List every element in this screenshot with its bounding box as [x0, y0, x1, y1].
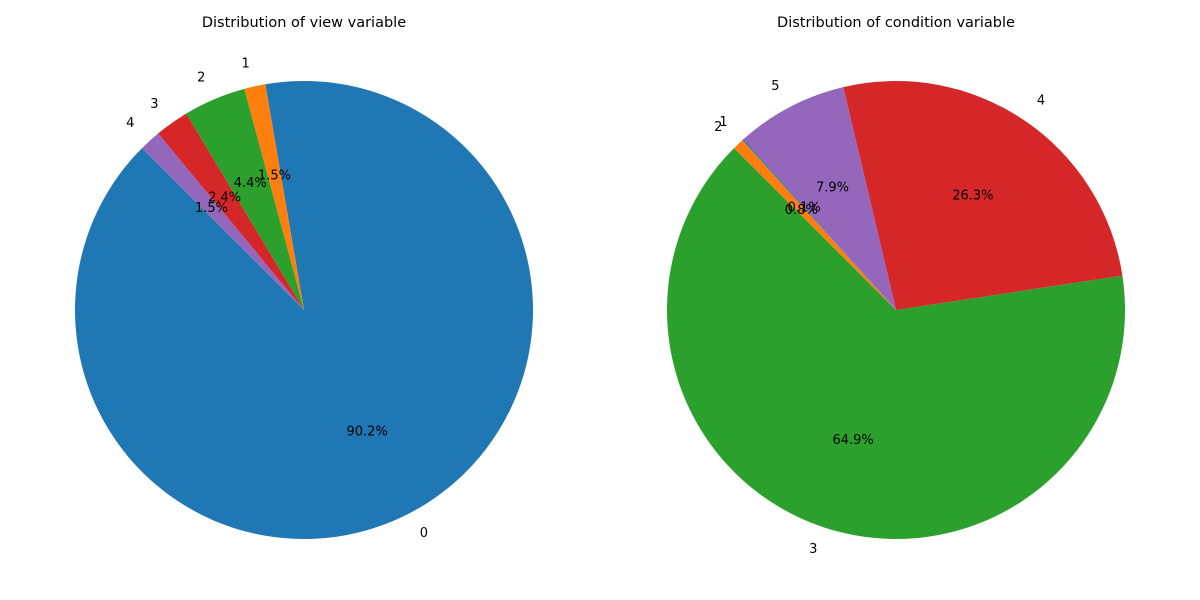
view-slice-2	[186, 88, 304, 310]
condition-pie-labels: 64.9% 3 26.3% 4 7.9% 5 0.1% 1 0.8% 2	[714, 79, 1045, 557]
view-pie-labels: 90.2% 0 1.5% 1 4.4% 2 2.4% 3 1.5% 4	[126, 56, 428, 541]
condition-pct-label-2: 0.8%	[785, 203, 818, 218]
condition-pct-label-3: 64.9%	[832, 433, 873, 448]
view-category-label-3: 3	[150, 97, 158, 112]
view-slice-3	[158, 113, 304, 310]
view-slice-4	[142, 133, 304, 310]
condition-pie-chart: Distribution of condition variable 64.9%…	[667, 15, 1125, 557]
view-slice-1	[244, 84, 304, 310]
condition-pie-slices	[667, 80, 1125, 540]
view-pct-label-3: 2.4%	[208, 190, 241, 205]
condition-slice-1	[742, 139, 896, 310]
view-category-label-2: 2	[197, 71, 205, 86]
condition-pct-label-5: 7.9%	[816, 181, 849, 196]
view-pct-label-2: 4.4%	[234, 176, 267, 191]
view-chart-title: Distribution of view variable	[202, 15, 406, 31]
view-pct-label-0: 90.2%	[346, 425, 387, 440]
condition-category-label-3: 3	[809, 542, 817, 557]
condition-slice-5	[743, 87, 896, 311]
view-category-label-1: 1	[242, 56, 250, 71]
condition-slice-3	[667, 148, 1125, 540]
view-pie-chart: Distribution of view variable 90.2% 0 1.5%…	[75, 15, 533, 541]
condition-category-label-2: 2	[714, 120, 722, 135]
view-category-label-4: 4	[126, 116, 134, 131]
condition-pct-label-1: 0.1%	[788, 200, 821, 215]
condition-category-label-5: 5	[771, 79, 779, 94]
condition-pct-label-4: 26.3%	[952, 189, 993, 204]
condition-category-label-1: 1	[719, 115, 727, 130]
view-category-label-0: 0	[420, 526, 428, 541]
condition-chart-title: Distribution of condition variable	[777, 15, 1015, 31]
view-pct-label-1: 1.5%	[258, 168, 291, 183]
view-pie-slices	[75, 80, 533, 540]
condition-slice-4	[843, 80, 1123, 310]
condition-slice-2	[734, 140, 896, 310]
condition-category-label-4: 4	[1037, 94, 1045, 109]
view-pct-label-4: 1.5%	[195, 201, 228, 216]
